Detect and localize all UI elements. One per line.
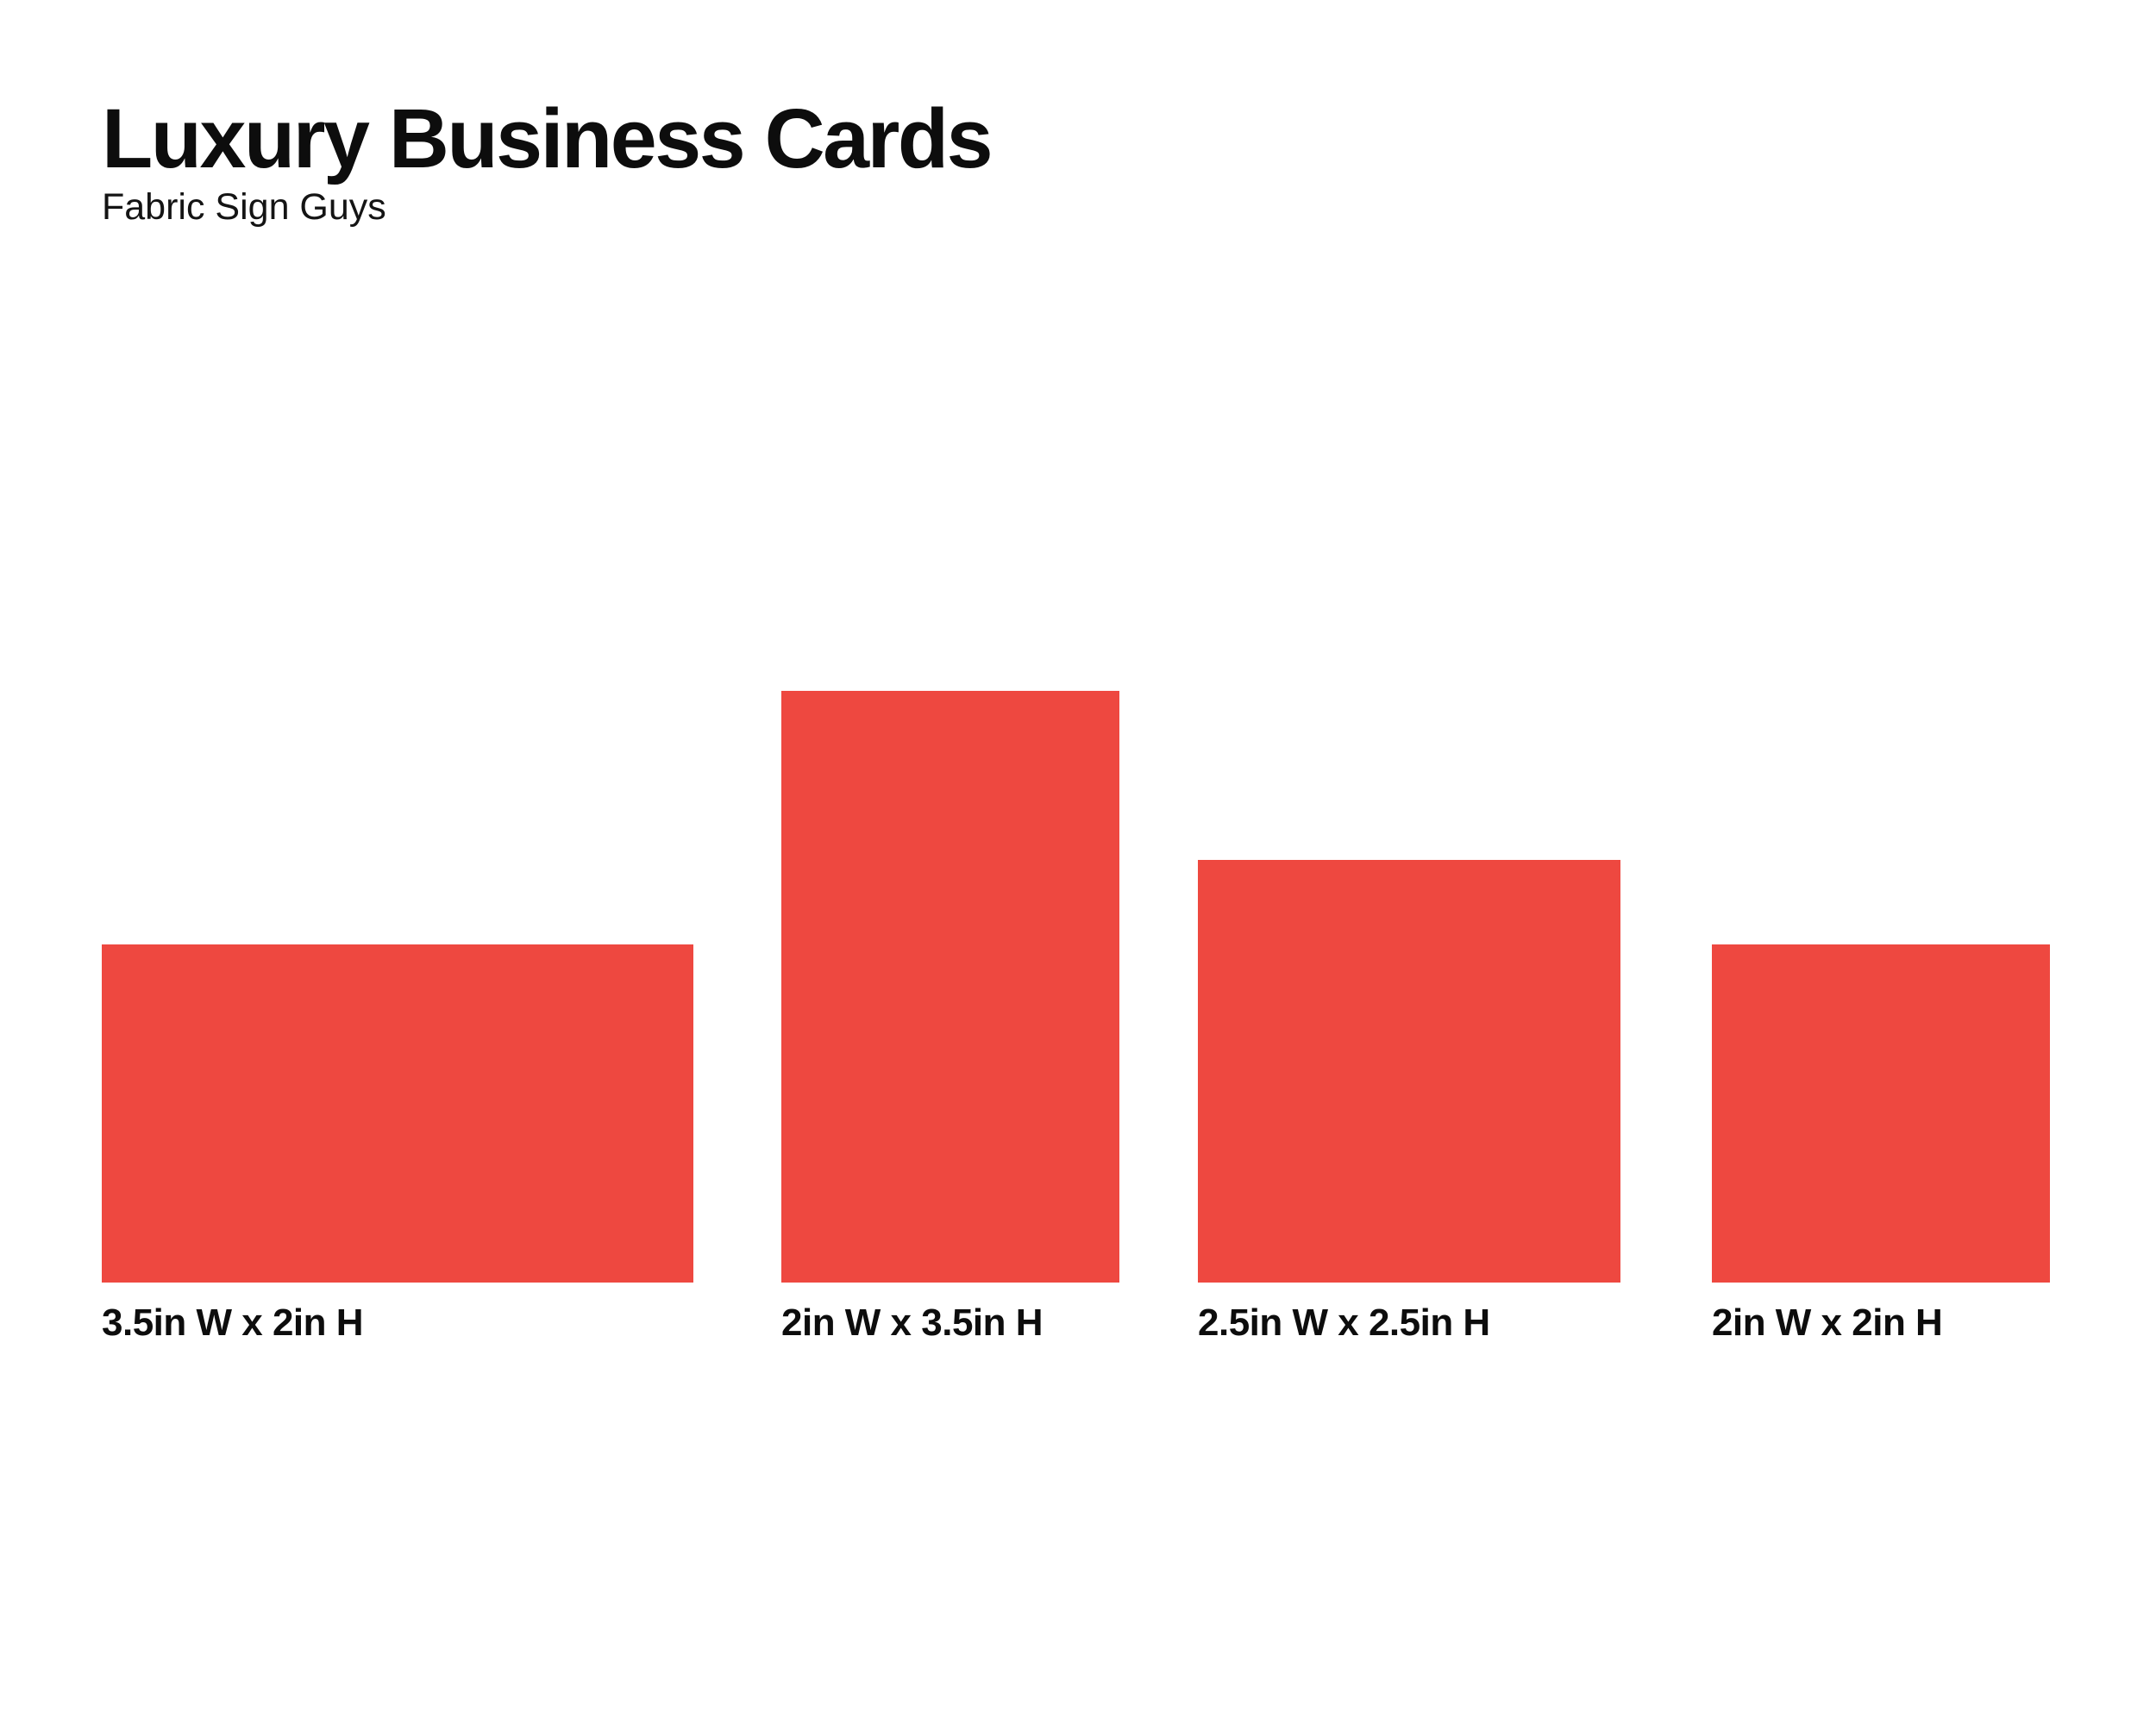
card-size-rect	[1198, 860, 1620, 1283]
card-size-label: 2.5in W x 2.5in H	[1198, 1302, 1490, 1344]
header: Luxury Business Cards Fabric Sign Guys	[102, 91, 993, 228]
card-size-label: 2in W x 3.5in H	[781, 1302, 1044, 1344]
card-size-rect	[1712, 944, 2050, 1283]
card-size-label: 3.5in W x 2in H	[102, 1302, 364, 1344]
card-size-rect	[781, 691, 1119, 1283]
page-title: Luxury Business Cards	[102, 91, 993, 185]
card-size-label: 2in W x 2in H	[1712, 1302, 1943, 1344]
card-size-rect	[102, 944, 693, 1283]
page-subtitle: Fabric Sign Guys	[102, 186, 386, 228]
